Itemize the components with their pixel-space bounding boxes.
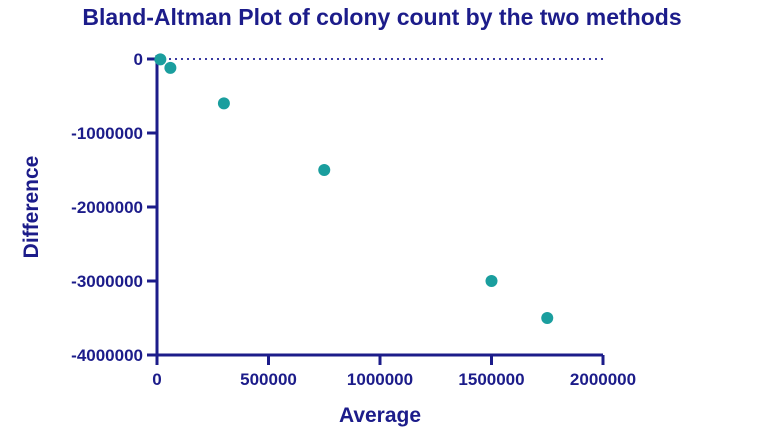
x-tick-label: 0 — [152, 370, 161, 389]
chart-title: Bland-Altman Plot of colony count by the… — [82, 4, 681, 30]
data-point — [164, 61, 177, 74]
x-tick-label: 1000000 — [347, 370, 413, 389]
data-point — [217, 97, 230, 110]
y-axis-label: Difference — [20, 156, 43, 259]
data-point — [154, 53, 167, 66]
x-axis-label: Average — [339, 404, 421, 427]
y-tick-label: 0 — [134, 50, 143, 69]
x-tick-label: 2000000 — [570, 370, 636, 389]
y-tick-label: -4000000 — [71, 346, 143, 365]
y-tick-label: -3000000 — [71, 272, 143, 291]
x-tick-label: 1500000 — [458, 370, 524, 389]
data-point — [541, 312, 554, 324]
plot-area: 0 -1000000 -2000000 -3000000 -4000000 0 500000… — [71, 50, 636, 389]
data-point — [485, 275, 498, 287]
x-tick-label: 500000 — [240, 370, 297, 389]
y-tick-label: -1000000 — [71, 124, 143, 143]
y-tick-label: -2000000 — [71, 198, 143, 217]
data-point — [318, 164, 331, 176]
